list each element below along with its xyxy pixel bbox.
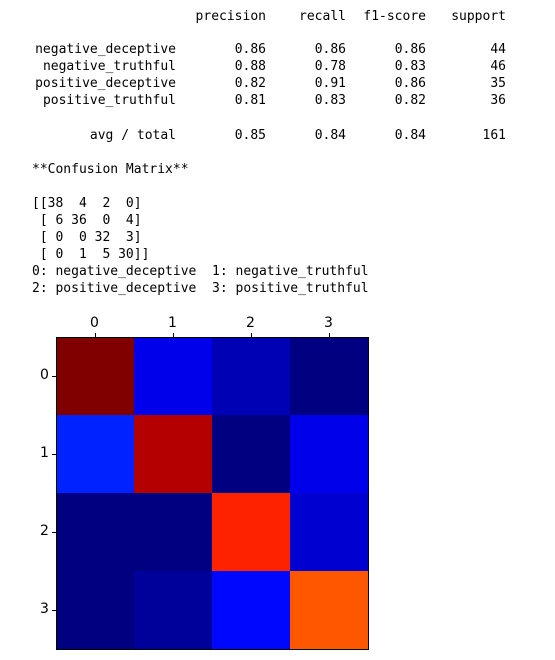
- x-tick-mark: [251, 333, 252, 337]
- avg-f1: 0.84: [394, 128, 426, 143]
- heatmap-cell-2-3: [290, 493, 368, 571]
- row-label: positive_truthful: [42, 93, 176, 108]
- x-tick-mark: [329, 333, 330, 337]
- class-legend-line: 2: positive_deceptive 3: positive_truthf…: [32, 281, 369, 296]
- x-tick-label: 0: [90, 315, 99, 331]
- heatmap-cell-3-2: [212, 571, 290, 649]
- x-tick-mark: [173, 333, 174, 337]
- row-label: positive_deceptive: [35, 76, 176, 91]
- header-support: support: [451, 9, 506, 24]
- row-precision: 0.81: [234, 93, 266, 108]
- heatmap-cell-0-2: [212, 337, 290, 415]
- heatmap-cell-2-0: [56, 493, 134, 571]
- y-tick-mark: [52, 454, 56, 455]
- avg-label: avg / total: [89, 128, 176, 143]
- row-recall: 0.86: [314, 42, 346, 57]
- row-recall: 0.83: [314, 93, 346, 108]
- x-tick-label: 1: [168, 315, 177, 331]
- header-f1-score: f1-score: [363, 9, 426, 24]
- y-tick-label: 1: [40, 445, 49, 461]
- heatmap-cell-1-2: [212, 415, 290, 493]
- heatmap-cell-3-3: [290, 571, 368, 649]
- y-tick-label: 3: [40, 601, 49, 617]
- row-label: negative_deceptive: [35, 42, 176, 57]
- matrix-line: [[38 4 2 0]: [32, 196, 142, 211]
- heatmap-cell-1-3: [290, 415, 368, 493]
- class-legend-line: 0: negative_deceptive 1: negative_truthf…: [32, 264, 369, 279]
- heatmap-cell-0-1: [134, 337, 212, 415]
- x-tick-label: 3: [324, 315, 333, 331]
- avg-recall: 0.84: [314, 128, 346, 143]
- heatmap-cell-2-2: [212, 493, 290, 571]
- row-f1: 0.82: [394, 93, 426, 108]
- heatmap-cell-3-1: [134, 571, 212, 649]
- matrix-line: [ 6 36 0 4]: [32, 213, 142, 228]
- heatmap-cell-0-0: [56, 337, 134, 415]
- heatmap-cell-3-0: [56, 571, 134, 649]
- row-precision: 0.88: [234, 59, 266, 74]
- row-precision: 0.82: [234, 76, 266, 91]
- heatmap-cell-1-1: [134, 415, 212, 493]
- row-support: 46: [490, 59, 506, 74]
- y-tick-mark: [52, 610, 56, 611]
- y-tick-label: 2: [40, 523, 49, 539]
- row-f1: 0.86: [394, 76, 426, 91]
- y-tick-mark: [52, 532, 56, 533]
- row-support: 44: [490, 42, 506, 57]
- x-tick-mark: [95, 333, 96, 337]
- x-tick-label: 2: [246, 315, 255, 331]
- row-recall: 0.78: [314, 59, 346, 74]
- heatmap-cell-1-0: [56, 415, 134, 493]
- row-label: negative_truthful: [42, 59, 176, 74]
- row-f1: 0.83: [394, 59, 426, 74]
- heatmap-cell-2-1: [134, 493, 212, 571]
- matrix-line: [ 0 0 32 3]: [32, 230, 142, 245]
- row-f1: 0.86: [394, 42, 426, 57]
- confusion-title: **Confusion Matrix**: [32, 162, 189, 177]
- row-support: 35: [490, 76, 506, 91]
- heatmap-cell-0-3: [290, 337, 368, 415]
- row-support: 36: [490, 93, 506, 108]
- y-tick-mark: [52, 376, 56, 377]
- y-tick-label: 0: [40, 367, 49, 383]
- matrix-line: [ 0 1 5 30]]: [32, 247, 150, 262]
- row-precision: 0.86: [234, 42, 266, 57]
- row-recall: 0.91: [314, 76, 346, 91]
- header-recall: recall: [299, 9, 346, 24]
- avg-precision: 0.85: [234, 128, 266, 143]
- header-precision: precision: [195, 9, 266, 24]
- avg-support: 161: [482, 128, 506, 143]
